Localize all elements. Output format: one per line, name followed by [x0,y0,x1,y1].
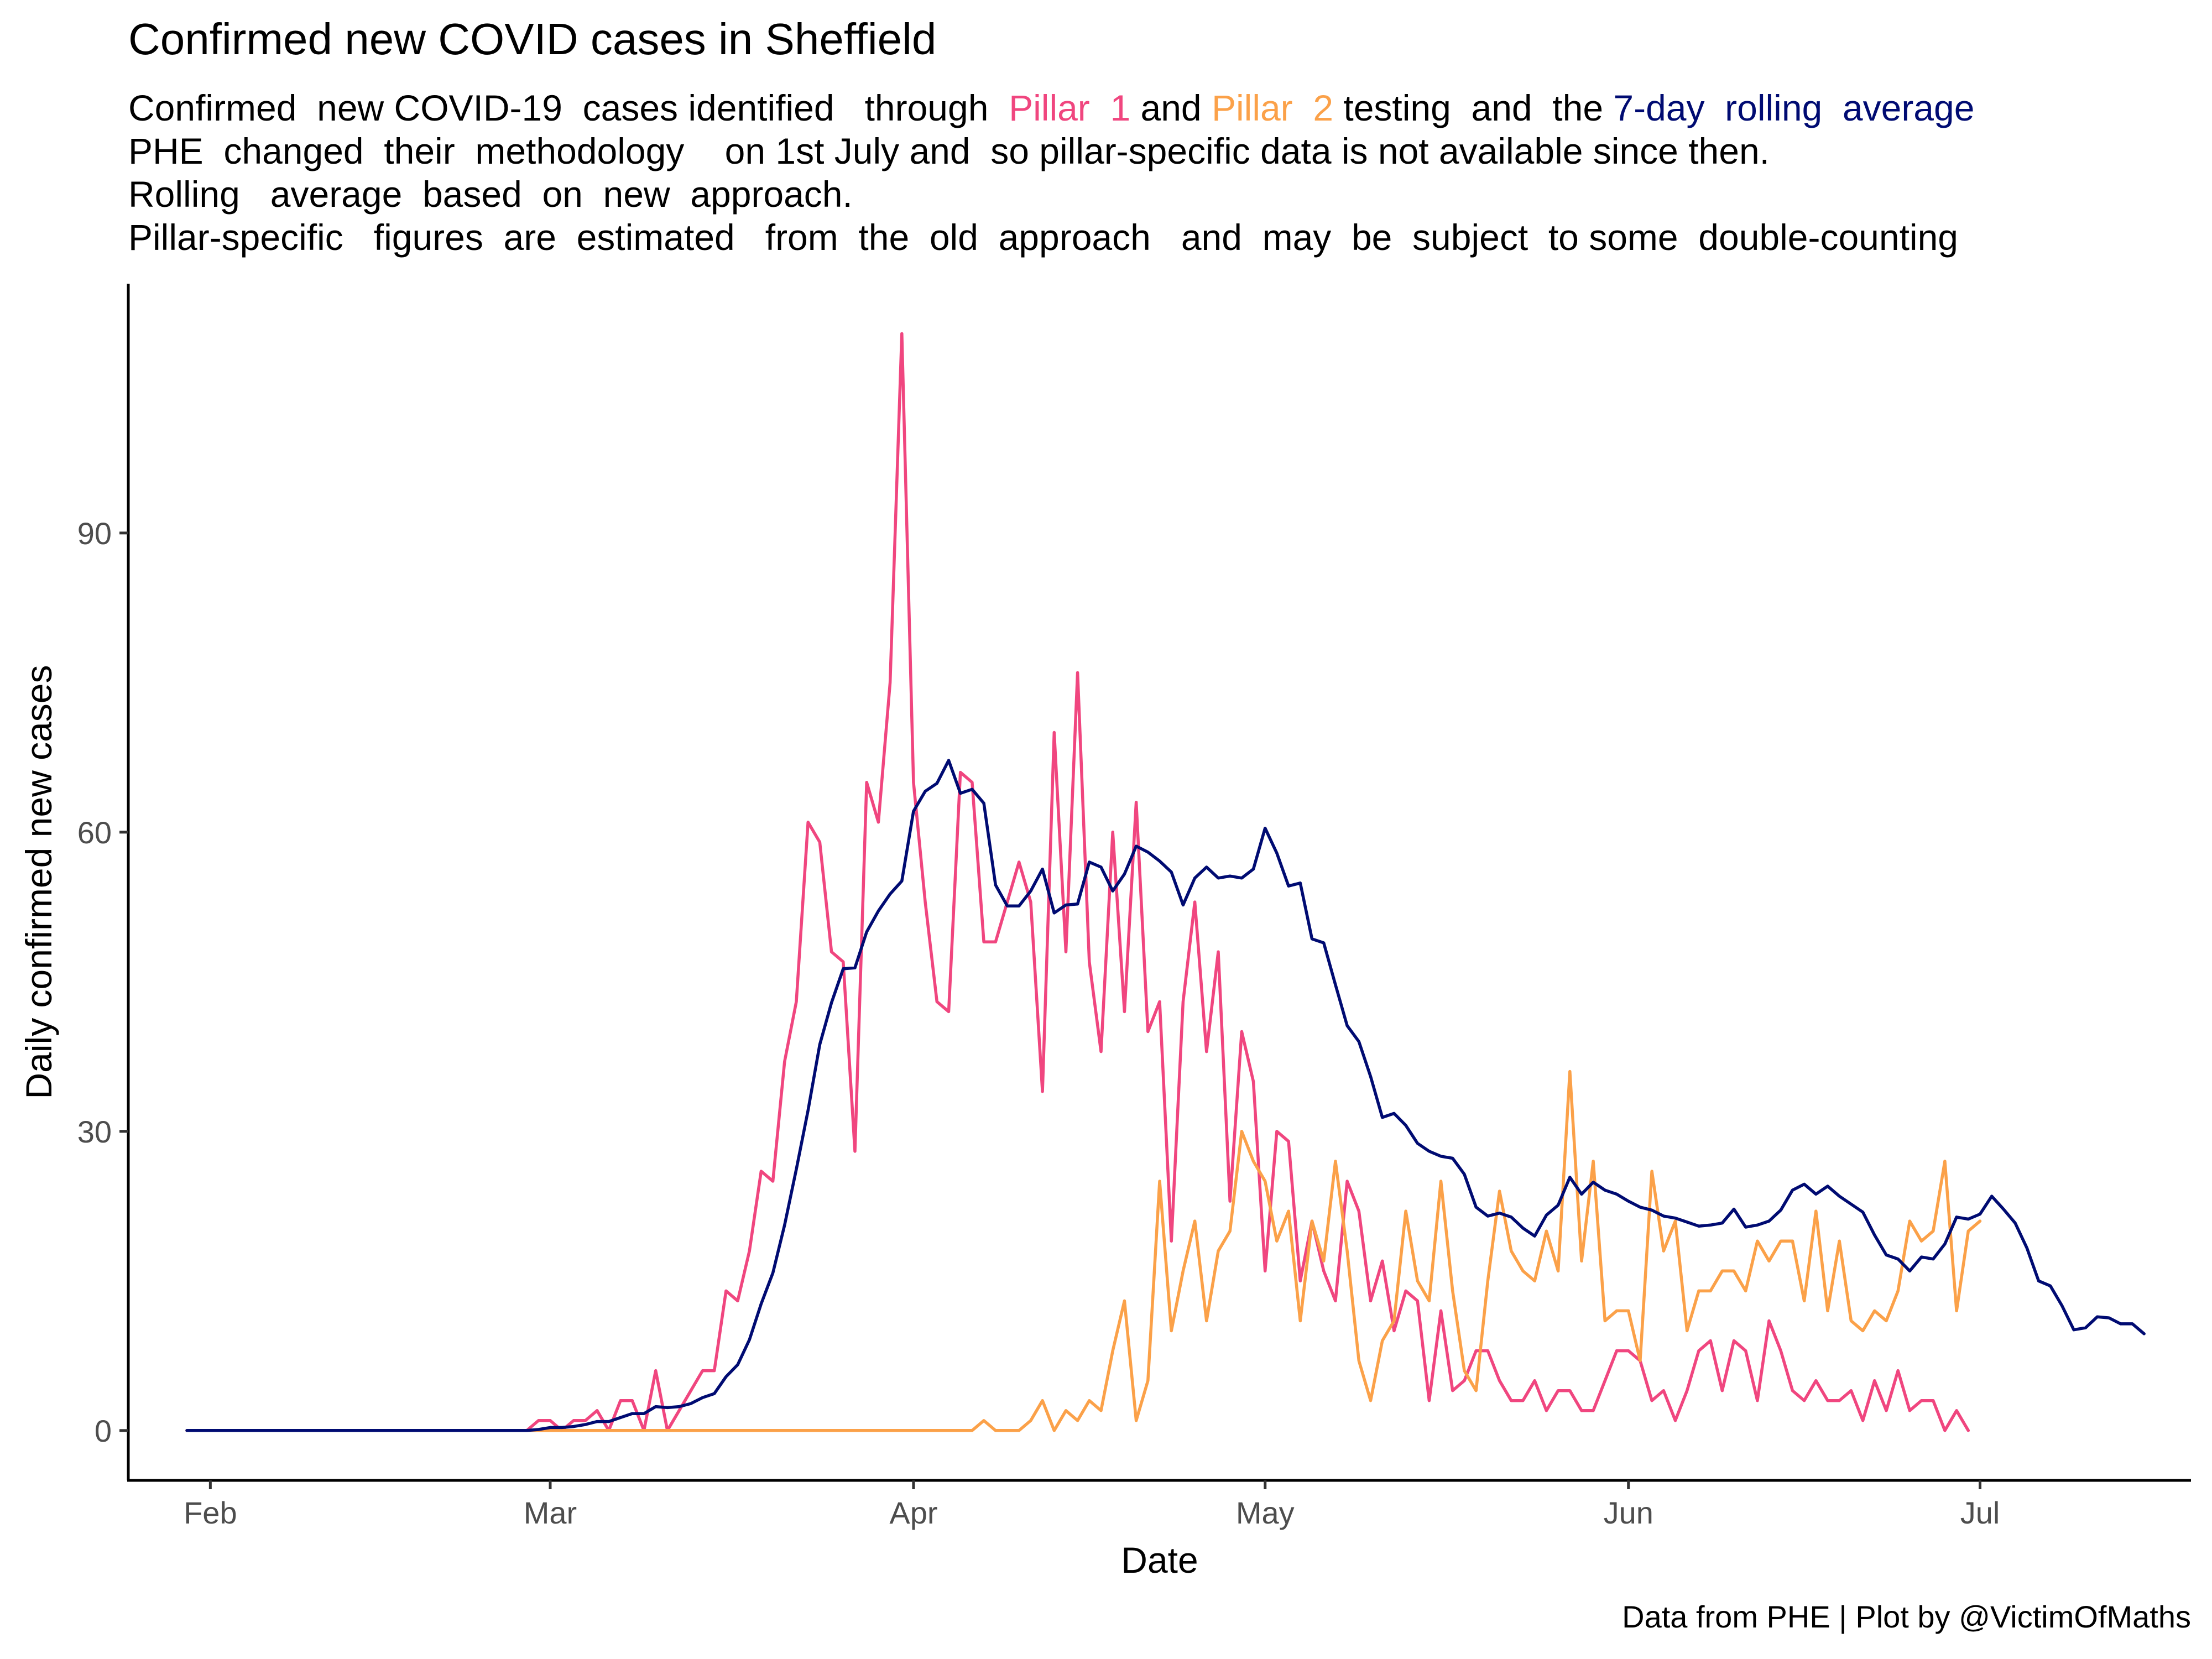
x-tick-label: Mar [524,1495,577,1530]
x-ticks: Feb Mar Apr May Jun Jul [184,1480,2000,1530]
subtitle-pillar2: Pillar 2 [1212,87,1333,128]
series-line-pillar-1 [185,332,1970,1432]
x-tick-label: Jul [1960,1495,2000,1530]
subtitle-and: and [1130,87,1212,128]
plot-area: 0 30 60 90 Feb Mar Apr May Jun Jul [77,284,2191,1530]
y-ticks: 0 30 60 90 [77,516,128,1448]
y-tick-label: 90 [77,516,112,551]
subtitle-pillar1: Pillar 1 [1009,87,1130,128]
chart-subtitle-line-1: Confirmed new COVID-19 cases identified … [128,87,1974,128]
chart-subtitle-line-4: Pillar-specific figures are estimated fr… [128,217,1958,258]
subtitle-middle: testing and the [1333,87,1613,128]
x-tick-label: Feb [184,1495,237,1530]
x-tick-label: May [1236,1495,1295,1530]
x-tick-label: Jun [1604,1495,1653,1530]
y-tick-label: 30 [77,1114,112,1149]
series-layer [185,332,2146,1432]
chart-title: Confirmed new COVID cases in Sheffield [128,14,936,64]
chart-subtitle-line-3: Rolling average based on new approach. [128,174,853,215]
series-line-pillar-2 [185,1070,1982,1432]
y-tick-label: 0 [95,1413,112,1448]
series-line-7-day-rolling-average [185,759,2146,1432]
y-tick-label: 60 [77,815,112,850]
chart-subtitle-line-2: PHE changed their methodology on 1st Jul… [128,131,1770,171]
x-axis-title: Date [1121,1540,1198,1580]
y-axis-title: Daily confirmed new cases [18,665,59,1099]
subtitle-prefix: Confirmed new COVID-19 cases identified … [128,87,1009,128]
subtitle-rolling-average: 7-day rolling average [1613,87,1974,128]
chart-caption: Data from PHE | Plot by @VictimOfMaths [1622,1599,2191,1634]
x-tick-label: Apr [889,1495,937,1530]
